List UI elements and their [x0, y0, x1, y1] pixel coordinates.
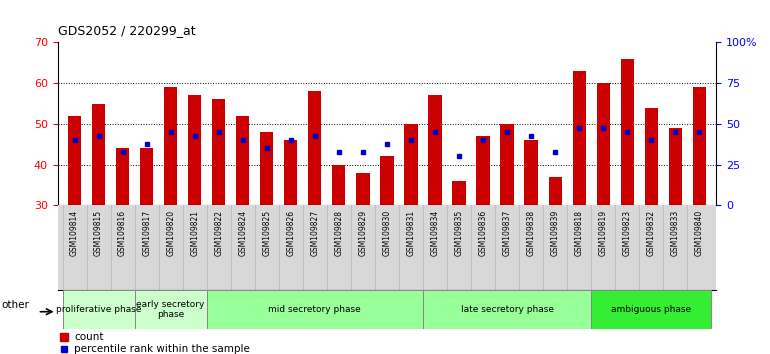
Bar: [188, 96, 201, 205]
Text: GSM109833: GSM109833: [671, 210, 680, 256]
Text: GDS2052 / 220299_at: GDS2052 / 220299_at: [58, 24, 196, 37]
Bar: [573, 71, 586, 205]
Bar: [693, 87, 706, 205]
Bar: [308, 91, 321, 205]
Text: proliferative phase: proliferative phase: [56, 305, 142, 314]
Text: GSM109837: GSM109837: [503, 210, 511, 256]
Bar: [428, 96, 441, 205]
Bar: [284, 140, 297, 205]
Text: GSM109825: GSM109825: [263, 210, 271, 256]
Text: GSM109826: GSM109826: [286, 210, 296, 256]
Text: GSM109822: GSM109822: [214, 210, 223, 256]
Text: GSM109820: GSM109820: [166, 210, 176, 256]
Text: GSM109823: GSM109823: [623, 210, 631, 256]
Bar: [423, 290, 591, 329]
Bar: [62, 290, 135, 329]
Text: late secretory phase: late secretory phase: [460, 305, 554, 314]
Text: GSM109827: GSM109827: [310, 210, 320, 256]
Bar: [644, 108, 658, 205]
Text: GSM109832: GSM109832: [647, 210, 656, 256]
Text: GSM109830: GSM109830: [383, 210, 391, 256]
Text: early secretory
phase: early secretory phase: [136, 300, 205, 319]
Bar: [500, 124, 514, 205]
Bar: [260, 132, 273, 205]
Text: GSM109818: GSM109818: [574, 210, 584, 256]
Bar: [164, 87, 177, 205]
Bar: [236, 116, 249, 205]
Text: count: count: [74, 332, 104, 342]
Text: GSM109815: GSM109815: [94, 210, 103, 256]
Bar: [477, 136, 490, 205]
Bar: [116, 148, 129, 205]
Bar: [548, 177, 562, 205]
Bar: [453, 181, 466, 205]
Bar: [140, 148, 153, 205]
Bar: [621, 59, 634, 205]
Bar: [135, 290, 206, 329]
Text: GSM109840: GSM109840: [695, 210, 704, 256]
Text: other: other: [2, 300, 29, 310]
Text: GSM109821: GSM109821: [190, 210, 199, 256]
Bar: [380, 156, 393, 205]
Text: GSM109828: GSM109828: [334, 210, 343, 256]
Text: GSM109839: GSM109839: [551, 210, 560, 256]
Text: GSM109836: GSM109836: [478, 210, 487, 256]
Bar: [404, 124, 417, 205]
Bar: [668, 128, 682, 205]
Text: GSM109816: GSM109816: [118, 210, 127, 256]
Bar: [206, 290, 423, 329]
Text: GSM109817: GSM109817: [142, 210, 151, 256]
Text: GSM109814: GSM109814: [70, 210, 79, 256]
Text: GSM109831: GSM109831: [407, 210, 416, 256]
Text: mid secretory phase: mid secretory phase: [269, 305, 361, 314]
Bar: [212, 99, 226, 205]
Bar: [591, 290, 711, 329]
Bar: [68, 116, 81, 205]
Bar: [92, 104, 105, 205]
Text: GSM109829: GSM109829: [358, 210, 367, 256]
Bar: [333, 165, 346, 205]
Text: GSM109819: GSM109819: [598, 210, 608, 256]
Bar: [357, 173, 370, 205]
Text: GSM109834: GSM109834: [430, 210, 440, 256]
Text: ambiguous phase: ambiguous phase: [611, 305, 691, 314]
Bar: [524, 140, 537, 205]
Bar: [597, 83, 610, 205]
Text: GSM109838: GSM109838: [527, 210, 536, 256]
Text: percentile rank within the sample: percentile rank within the sample: [74, 344, 250, 354]
Text: GSM109824: GSM109824: [238, 210, 247, 256]
Text: GSM109835: GSM109835: [454, 210, 464, 256]
